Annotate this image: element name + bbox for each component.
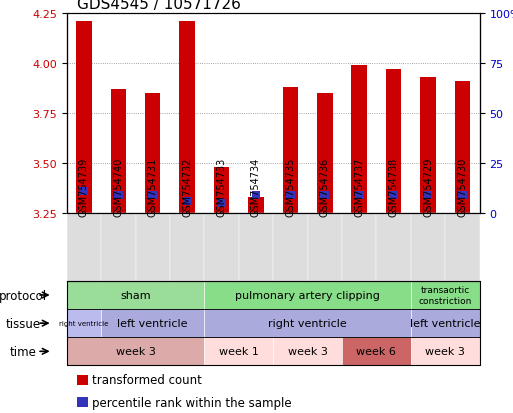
Bar [424, 191, 432, 199]
Bar [458, 191, 467, 199]
Text: time: time [10, 345, 37, 358]
Text: week 6: week 6 [357, 347, 397, 356]
Text: tissue: tissue [6, 317, 41, 330]
Text: left ventricle: left ventricle [117, 318, 188, 328]
Bar [321, 191, 329, 199]
Text: week 3: week 3 [288, 347, 327, 356]
Text: sham: sham [120, 290, 151, 300]
Text: GSM754732: GSM754732 [182, 157, 192, 216]
Bar [180, 22, 195, 213]
Text: percentile rank within the sample: percentile rank within the sample [92, 396, 292, 409]
Bar [183, 197, 191, 205]
Bar [286, 191, 294, 199]
Text: GSM754735: GSM754735 [285, 157, 295, 216]
Bar [214, 167, 229, 213]
Text: GSM754729: GSM754729 [423, 157, 433, 216]
Bar [148, 191, 157, 199]
Text: GDS4545 / 10571726: GDS4545 / 10571726 [77, 0, 241, 12]
Text: GSM754730: GSM754730 [458, 157, 467, 216]
Bar [455, 82, 470, 213]
Text: protocol: protocol [0, 289, 47, 302]
Text: pulmonary artery clipping: pulmonary artery clipping [235, 290, 380, 300]
Bar [111, 90, 126, 213]
Bar [351, 66, 367, 213]
Text: GSM754736: GSM754736 [320, 157, 330, 216]
Bar [80, 187, 88, 195]
Text: GSM754734: GSM754734 [251, 157, 261, 216]
Text: GSM754738: GSM754738 [389, 157, 399, 216]
Text: GSM754733: GSM754733 [216, 157, 227, 216]
Text: transformed count: transformed count [92, 373, 202, 386]
Bar [283, 88, 298, 213]
Text: left ventricle: left ventricle [410, 318, 481, 328]
Text: GSM754739: GSM754739 [79, 157, 89, 216]
Bar [389, 191, 398, 199]
Bar [114, 191, 123, 199]
Text: week 1: week 1 [219, 347, 259, 356]
Text: week 3: week 3 [115, 347, 155, 356]
Bar [386, 70, 401, 213]
Text: GSM754737: GSM754737 [354, 157, 364, 216]
Bar [355, 191, 364, 199]
Bar [217, 199, 226, 207]
Text: right ventricle: right ventricle [59, 320, 109, 326]
Text: GSM754740: GSM754740 [113, 157, 123, 216]
Text: right ventricle: right ventricle [268, 318, 347, 328]
Bar [420, 78, 436, 213]
Bar [145, 94, 161, 213]
Bar [248, 197, 264, 213]
Bar [317, 94, 332, 213]
Text: transaortic
constriction: transaortic constriction [419, 286, 472, 305]
Text: GSM754731: GSM754731 [148, 157, 157, 216]
Bar [252, 191, 260, 199]
Bar [76, 22, 92, 213]
Text: week 3: week 3 [425, 347, 465, 356]
